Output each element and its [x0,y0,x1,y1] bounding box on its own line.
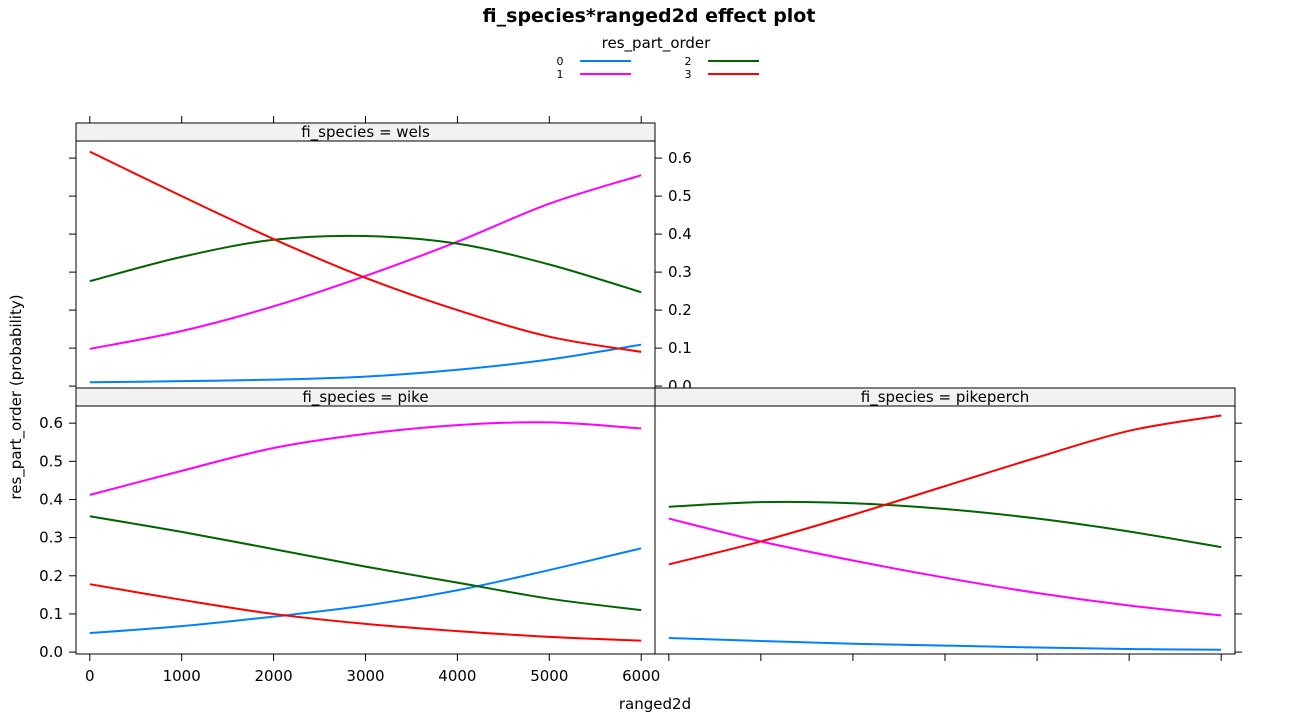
panel-frame [654,405,1236,655]
y-tick-label: 0.1 [668,339,692,357]
x-tick-label: 5000 [530,667,568,685]
legend-label-3: 3 [685,68,692,81]
panel-2: fi_species = pike 0 1000 2000 3000 4000 5000 60… [39,387,660,685]
y-tick-label: 0.1 [39,605,63,623]
panel-strip-label: fi_species = wels [301,123,430,142]
x-tick-label: 4000 [438,667,476,685]
y-tick-label: 0.4 [668,225,692,243]
y-tick-label: 0.5 [668,187,692,205]
x-tick-label: 2000 [255,667,293,685]
panel-frame [75,140,656,389]
y-axis-label: res_part_order (probability) [7,294,26,499]
y-tick-label: 0.3 [668,263,692,281]
legend-title: res_part_order [602,34,711,53]
series-line-2 [89,234,642,294]
legend-label-0: 0 [557,55,564,68]
series-line-0 [89,343,642,384]
panel-strip-label: fi_species = pikeperch [861,388,1030,407]
panel-3: fi_species = pikeperch [654,387,1242,661]
series-line-1 [89,174,642,350]
series-line-2 [89,515,642,612]
chart-title: fi_species*ranged2d effect plot [483,5,816,27]
series-line-0 [89,547,642,635]
series-line-2 [668,500,1222,549]
y-tick-label: 0.2 [668,301,692,319]
series-line-3 [89,150,642,353]
panel-strip-label: fi_species = pike [302,388,428,407]
y-tick-label: 0.3 [39,529,63,547]
series-line-3 [668,414,1222,566]
legend-label-2: 2 [685,55,692,68]
x-tick-label: 0 [85,667,95,685]
legend: res_part_order 01 23 [557,34,759,81]
x-tick-label: 6000 [622,667,660,685]
legend-label-1: 1 [557,68,564,81]
series-line-3 [89,583,642,642]
y-tick-label: 0.6 [39,414,63,432]
x-tick-label: 1000 [163,667,201,685]
y-tick-label: 0.4 [39,490,63,508]
y-tick-label: 0.2 [39,567,63,585]
x-axis-label: ranged2d [619,695,691,713]
x-tick-label: 3000 [346,667,384,685]
y-tick-label: 0.6 [668,149,692,167]
y-tick-label: 0.0 [39,643,63,661]
y-tick-label: 0.5 [39,452,63,470]
series-line-1 [89,421,642,496]
panel-frame [75,405,656,655]
series-line-0 [668,636,1222,651]
